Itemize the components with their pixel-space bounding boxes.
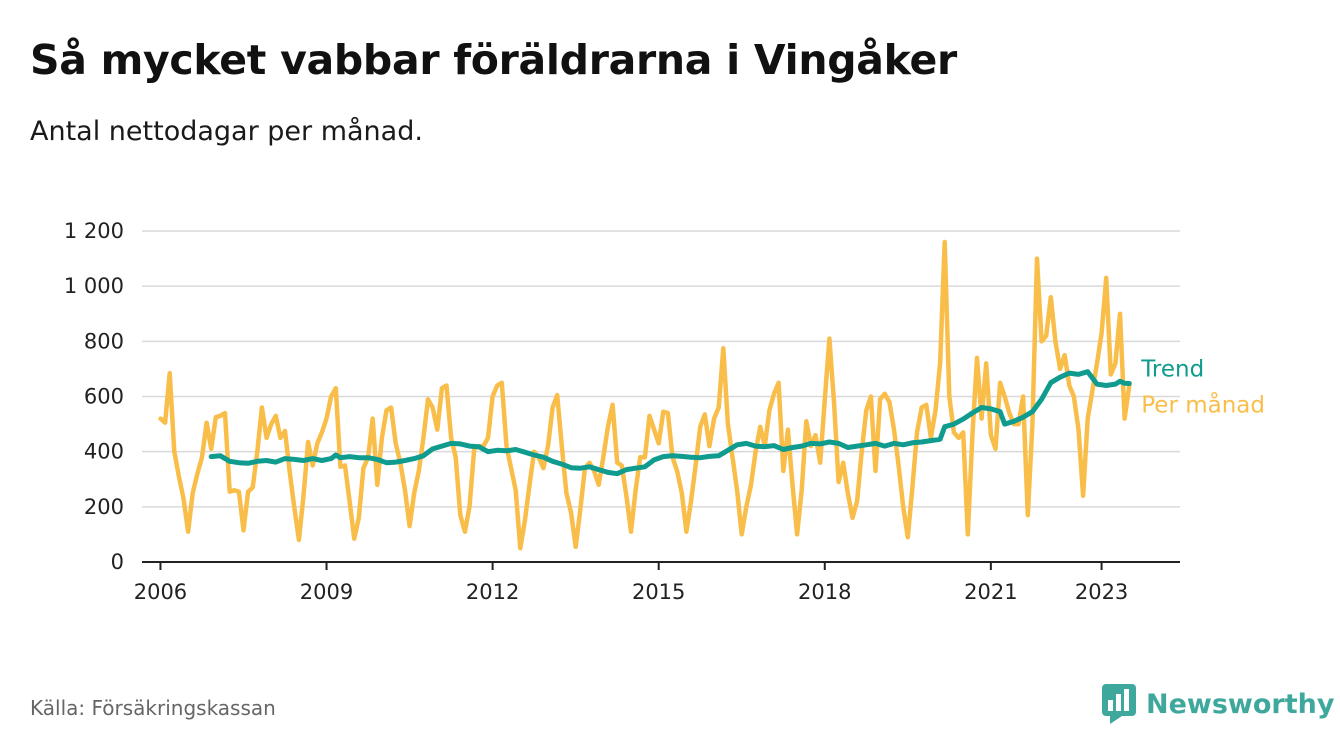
- x-tick-label: 2018: [798, 580, 851, 604]
- monthly-series-line: [158, 239, 1132, 551]
- brand-logo: Newsworthy: [1102, 684, 1334, 724]
- chart-subtitle: Antal nettodagar per månad.: [30, 116, 423, 147]
- x-tick-label: 2012: [466, 580, 519, 604]
- x-tick-label: 2021: [964, 580, 1017, 604]
- line-chart: 0 200 400 600 800 1 000 1 200 2006 2009 2012 2015 2…: [64, 219, 1265, 604]
- trend-series-label: Trend: [1140, 357, 1204, 383]
- monthly-series-label: Per månad: [1141, 390, 1265, 418]
- series-lines: [158, 239, 1132, 551]
- x-tick-label: 2023: [1075, 580, 1128, 604]
- axes: 0 200 400 600 800 1 000 1 200 2006 2009 2012 2015 2…: [64, 219, 1180, 604]
- source-note: Källa: Försäkringskassan: [30, 696, 276, 720]
- y-tick-label: 1 000: [64, 274, 124, 298]
- x-tick-label: 2009: [300, 580, 353, 604]
- trend-series-line: [208, 369, 1132, 477]
- chart-title: Så mycket vabbar föräldrarna i Vingåker: [30, 36, 957, 84]
- series-labels: Per månad Trend: [1140, 357, 1265, 419]
- x-tick-label: 2006: [134, 580, 187, 604]
- y-tick-label: 400: [84, 440, 124, 464]
- y-tick-label: 600: [84, 385, 124, 409]
- y-tick-label: 200: [84, 495, 124, 519]
- y-tick-label: 0: [111, 550, 124, 574]
- y-tick-label: 1 200: [64, 219, 124, 243]
- x-tick-label: 2015: [632, 580, 685, 604]
- y-tick-label: 800: [84, 329, 124, 353]
- newsworthy-logo-icon: [1102, 684, 1136, 724]
- brand-name: Newsworthy: [1146, 688, 1335, 720]
